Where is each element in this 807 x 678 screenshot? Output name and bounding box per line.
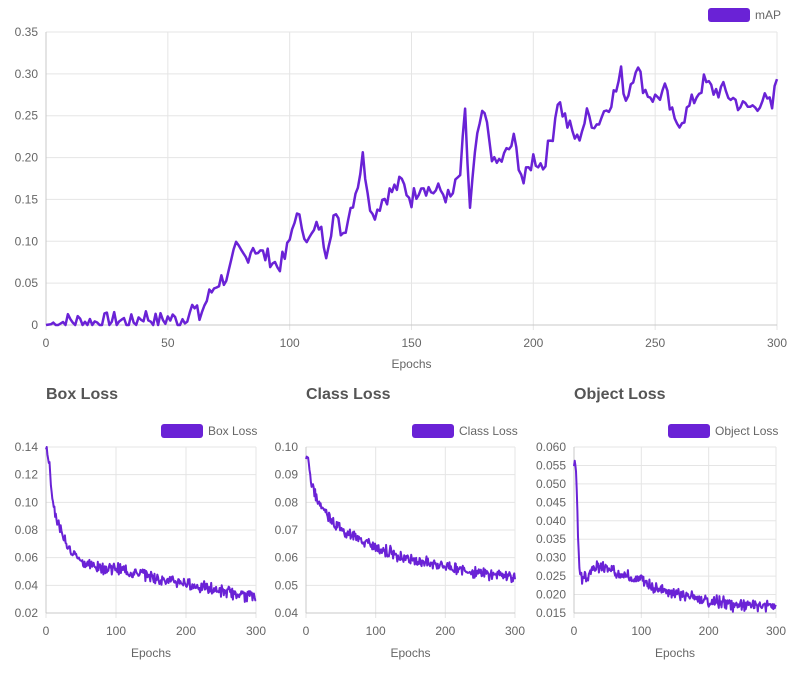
map-ytick-label: 0.15 xyxy=(15,192,39,206)
map-ytick-label: 0 xyxy=(31,318,38,332)
map-legend-label: mAP xyxy=(755,8,781,22)
box-ytick-label: 0.12 xyxy=(15,468,39,482)
object-ytick-label: 0.020 xyxy=(536,588,566,602)
map-ytick-label: 0.10 xyxy=(15,234,39,248)
map-xtick-label: 0 xyxy=(43,336,50,350)
box-loss-title: Box Loss xyxy=(46,386,119,403)
class-ytick-label: 0.09 xyxy=(275,468,299,482)
map-xtick-label: 200 xyxy=(523,336,543,350)
object-ytick-label: 0.030 xyxy=(536,551,566,565)
box-legend-swatch xyxy=(161,424,203,438)
class-x-axis-label: Epochs xyxy=(390,646,430,660)
class-xtick-label: 100 xyxy=(366,624,386,638)
map-ytick-label: 0.35 xyxy=(15,25,39,39)
object-loss-title: Object Loss xyxy=(574,386,666,403)
object-ytick-label: 0.040 xyxy=(536,514,566,528)
class-legend-label: Class Loss xyxy=(459,424,518,438)
box-legend-label: Box Loss xyxy=(208,424,257,438)
map-xtick-label: 100 xyxy=(280,336,300,350)
map-series-line xyxy=(45,65,779,327)
class-legend-swatch xyxy=(412,424,454,438)
object-legend-label: Object Loss xyxy=(715,424,778,438)
map-xtick-label: 50 xyxy=(161,336,175,350)
class-series-line xyxy=(305,455,516,584)
object-x-axis-label: Epochs xyxy=(655,646,695,660)
box-ytick-label: 0.06 xyxy=(15,551,39,565)
object-ytick-label: 0.050 xyxy=(536,477,566,491)
box-ytick-label: 0.04 xyxy=(15,578,39,592)
map-legend-swatch xyxy=(708,8,750,22)
box-xtick-label: 0 xyxy=(43,624,50,638)
class-ytick-label: 0.07 xyxy=(275,523,299,537)
object-xtick-label: 300 xyxy=(766,624,786,638)
map-ytick-label: 0.25 xyxy=(15,109,39,123)
box-series-line xyxy=(45,446,257,603)
object-ytick-label: 0.060 xyxy=(536,440,566,454)
object-ytick-label: 0.025 xyxy=(536,569,566,583)
class-ytick-label: 0.04 xyxy=(275,606,299,620)
class-loss-title: Class Loss xyxy=(306,386,391,403)
box-xtick-label: 300 xyxy=(246,624,266,638)
map-ytick-label: 0.05 xyxy=(15,276,39,290)
class-ytick-label: 0.08 xyxy=(275,495,299,509)
object-xtick-label: 100 xyxy=(631,624,651,638)
box-ytick-label: 0.10 xyxy=(15,495,39,509)
class-ytick-label: 0.05 xyxy=(275,578,299,592)
object-ytick-label: 0.035 xyxy=(536,532,566,546)
box-xtick-label: 200 xyxy=(176,624,196,638)
class-ytick-label: 0.10 xyxy=(275,440,299,454)
box-ytick-label: 0.02 xyxy=(15,606,39,620)
class-xtick-label: 0 xyxy=(303,624,310,638)
object-xtick-label: 200 xyxy=(699,624,719,638)
map-ytick-label: 0.30 xyxy=(15,67,39,81)
box-xtick-label: 100 xyxy=(106,624,126,638)
object-legend-swatch xyxy=(668,424,710,438)
box-x-axis-label: Epochs xyxy=(131,646,171,660)
map-ytick-label: 0.20 xyxy=(15,151,39,165)
map-xtick-label: 150 xyxy=(401,336,421,350)
class-ytick-label: 0.06 xyxy=(275,551,299,565)
class-xtick-label: 200 xyxy=(435,624,455,638)
box-ytick-label: 0.14 xyxy=(15,440,39,454)
object-xtick-label: 0 xyxy=(571,624,578,638)
object-series-line xyxy=(573,459,777,613)
object-ytick-label: 0.055 xyxy=(536,458,566,472)
map-xtick-label: 300 xyxy=(767,336,787,350)
box-ytick-label: 0.08 xyxy=(15,523,39,537)
object-ytick-label: 0.045 xyxy=(536,495,566,509)
map-xtick-label: 250 xyxy=(645,336,665,350)
object-ytick-label: 0.015 xyxy=(536,606,566,620)
map-x-axis-label: Epochs xyxy=(391,357,431,371)
class-xtick-label: 300 xyxy=(505,624,525,638)
